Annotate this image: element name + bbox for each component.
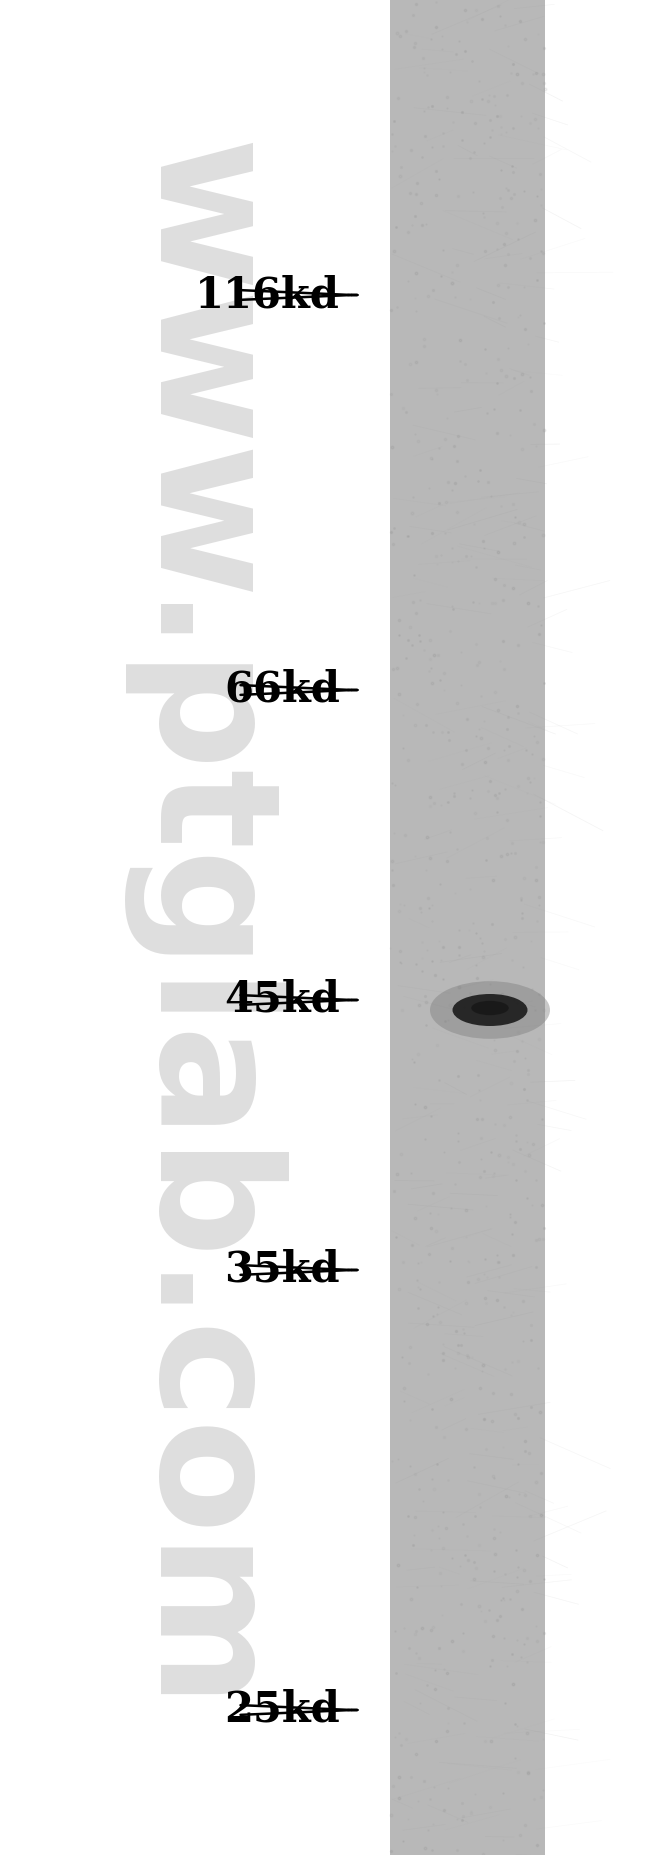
Ellipse shape [430, 981, 550, 1039]
Text: 25kd: 25kd [224, 1690, 340, 1731]
Text: www.ptglab.com: www.ptglab.com [118, 141, 282, 1712]
Text: 66kd: 66kd [224, 670, 340, 710]
Text: 45kd: 45kd [224, 979, 340, 1020]
Text: 35kd: 35kd [224, 1248, 340, 1291]
Text: 116kd: 116kd [195, 275, 340, 315]
Ellipse shape [452, 994, 528, 1026]
Bar [390, 0, 545, 1855]
Ellipse shape [471, 1002, 509, 1015]
